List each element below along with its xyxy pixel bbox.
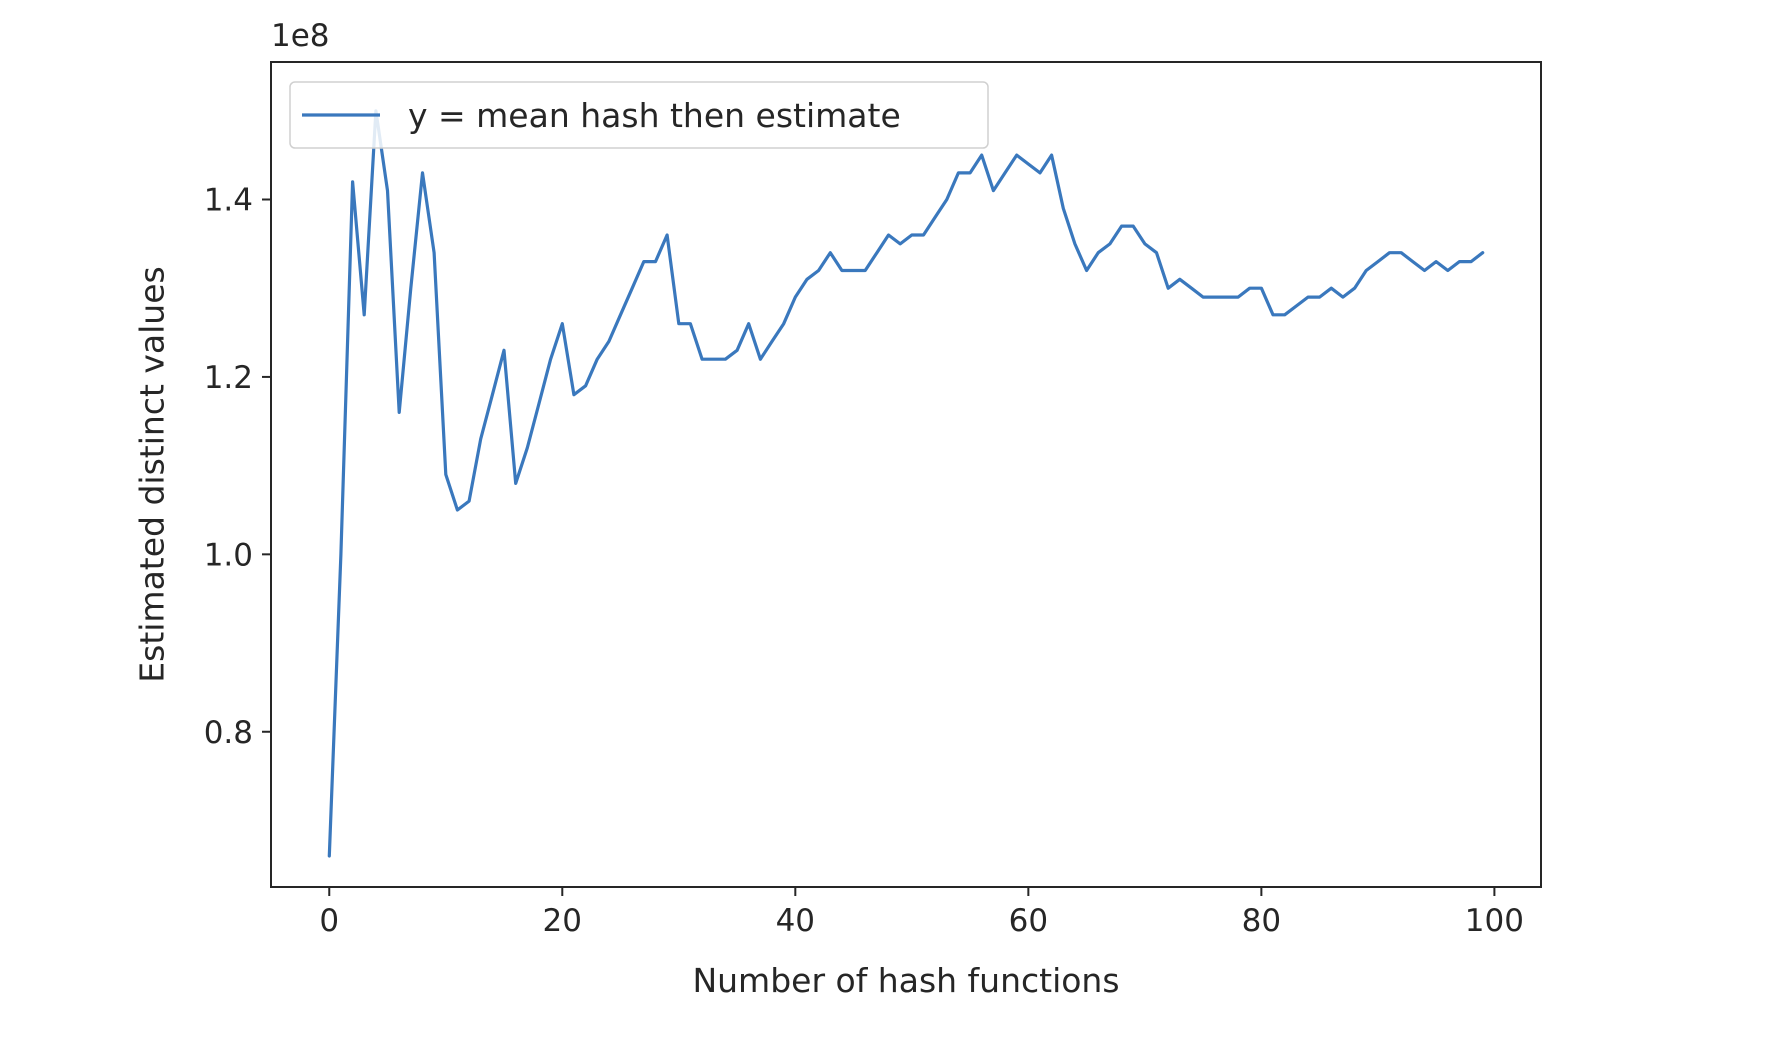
legend-label: y = mean hash then estimate: [408, 96, 901, 135]
x-tick-label: 80: [1242, 903, 1281, 939]
x-axis-ticks: 0 20 40 60 80 100: [319, 887, 1524, 939]
x-tick-label: 100: [1465, 903, 1524, 939]
y-tick-label: 1.0: [204, 537, 253, 573]
y-axis-ticks: 0.8 1.0 1.2 1.4: [204, 183, 271, 751]
legend: y = mean hash then estimate: [289, 81, 989, 149]
x-tick-label: 20: [543, 903, 582, 939]
x-tick-label: 60: [1009, 903, 1048, 939]
y-axis-offset-label: 1e8: [271, 18, 330, 54]
y-tick-label: 1.4: [204, 183, 253, 219]
y-tick-label: 1.2: [204, 360, 253, 396]
series-line: [327, 109, 1485, 858]
y-tick-label: 0.8: [204, 715, 253, 751]
x-tick-label: 0: [319, 903, 339, 939]
axes-frame: [270, 61, 1542, 888]
x-tick-label: 40: [776, 903, 815, 939]
legend-box: [289, 81, 989, 149]
y-axis-label: Estimated distinct values: [133, 266, 172, 682]
x-axis-label: Number of hash functions: [692, 961, 1119, 1000]
plot-area: [327, 109, 1485, 858]
